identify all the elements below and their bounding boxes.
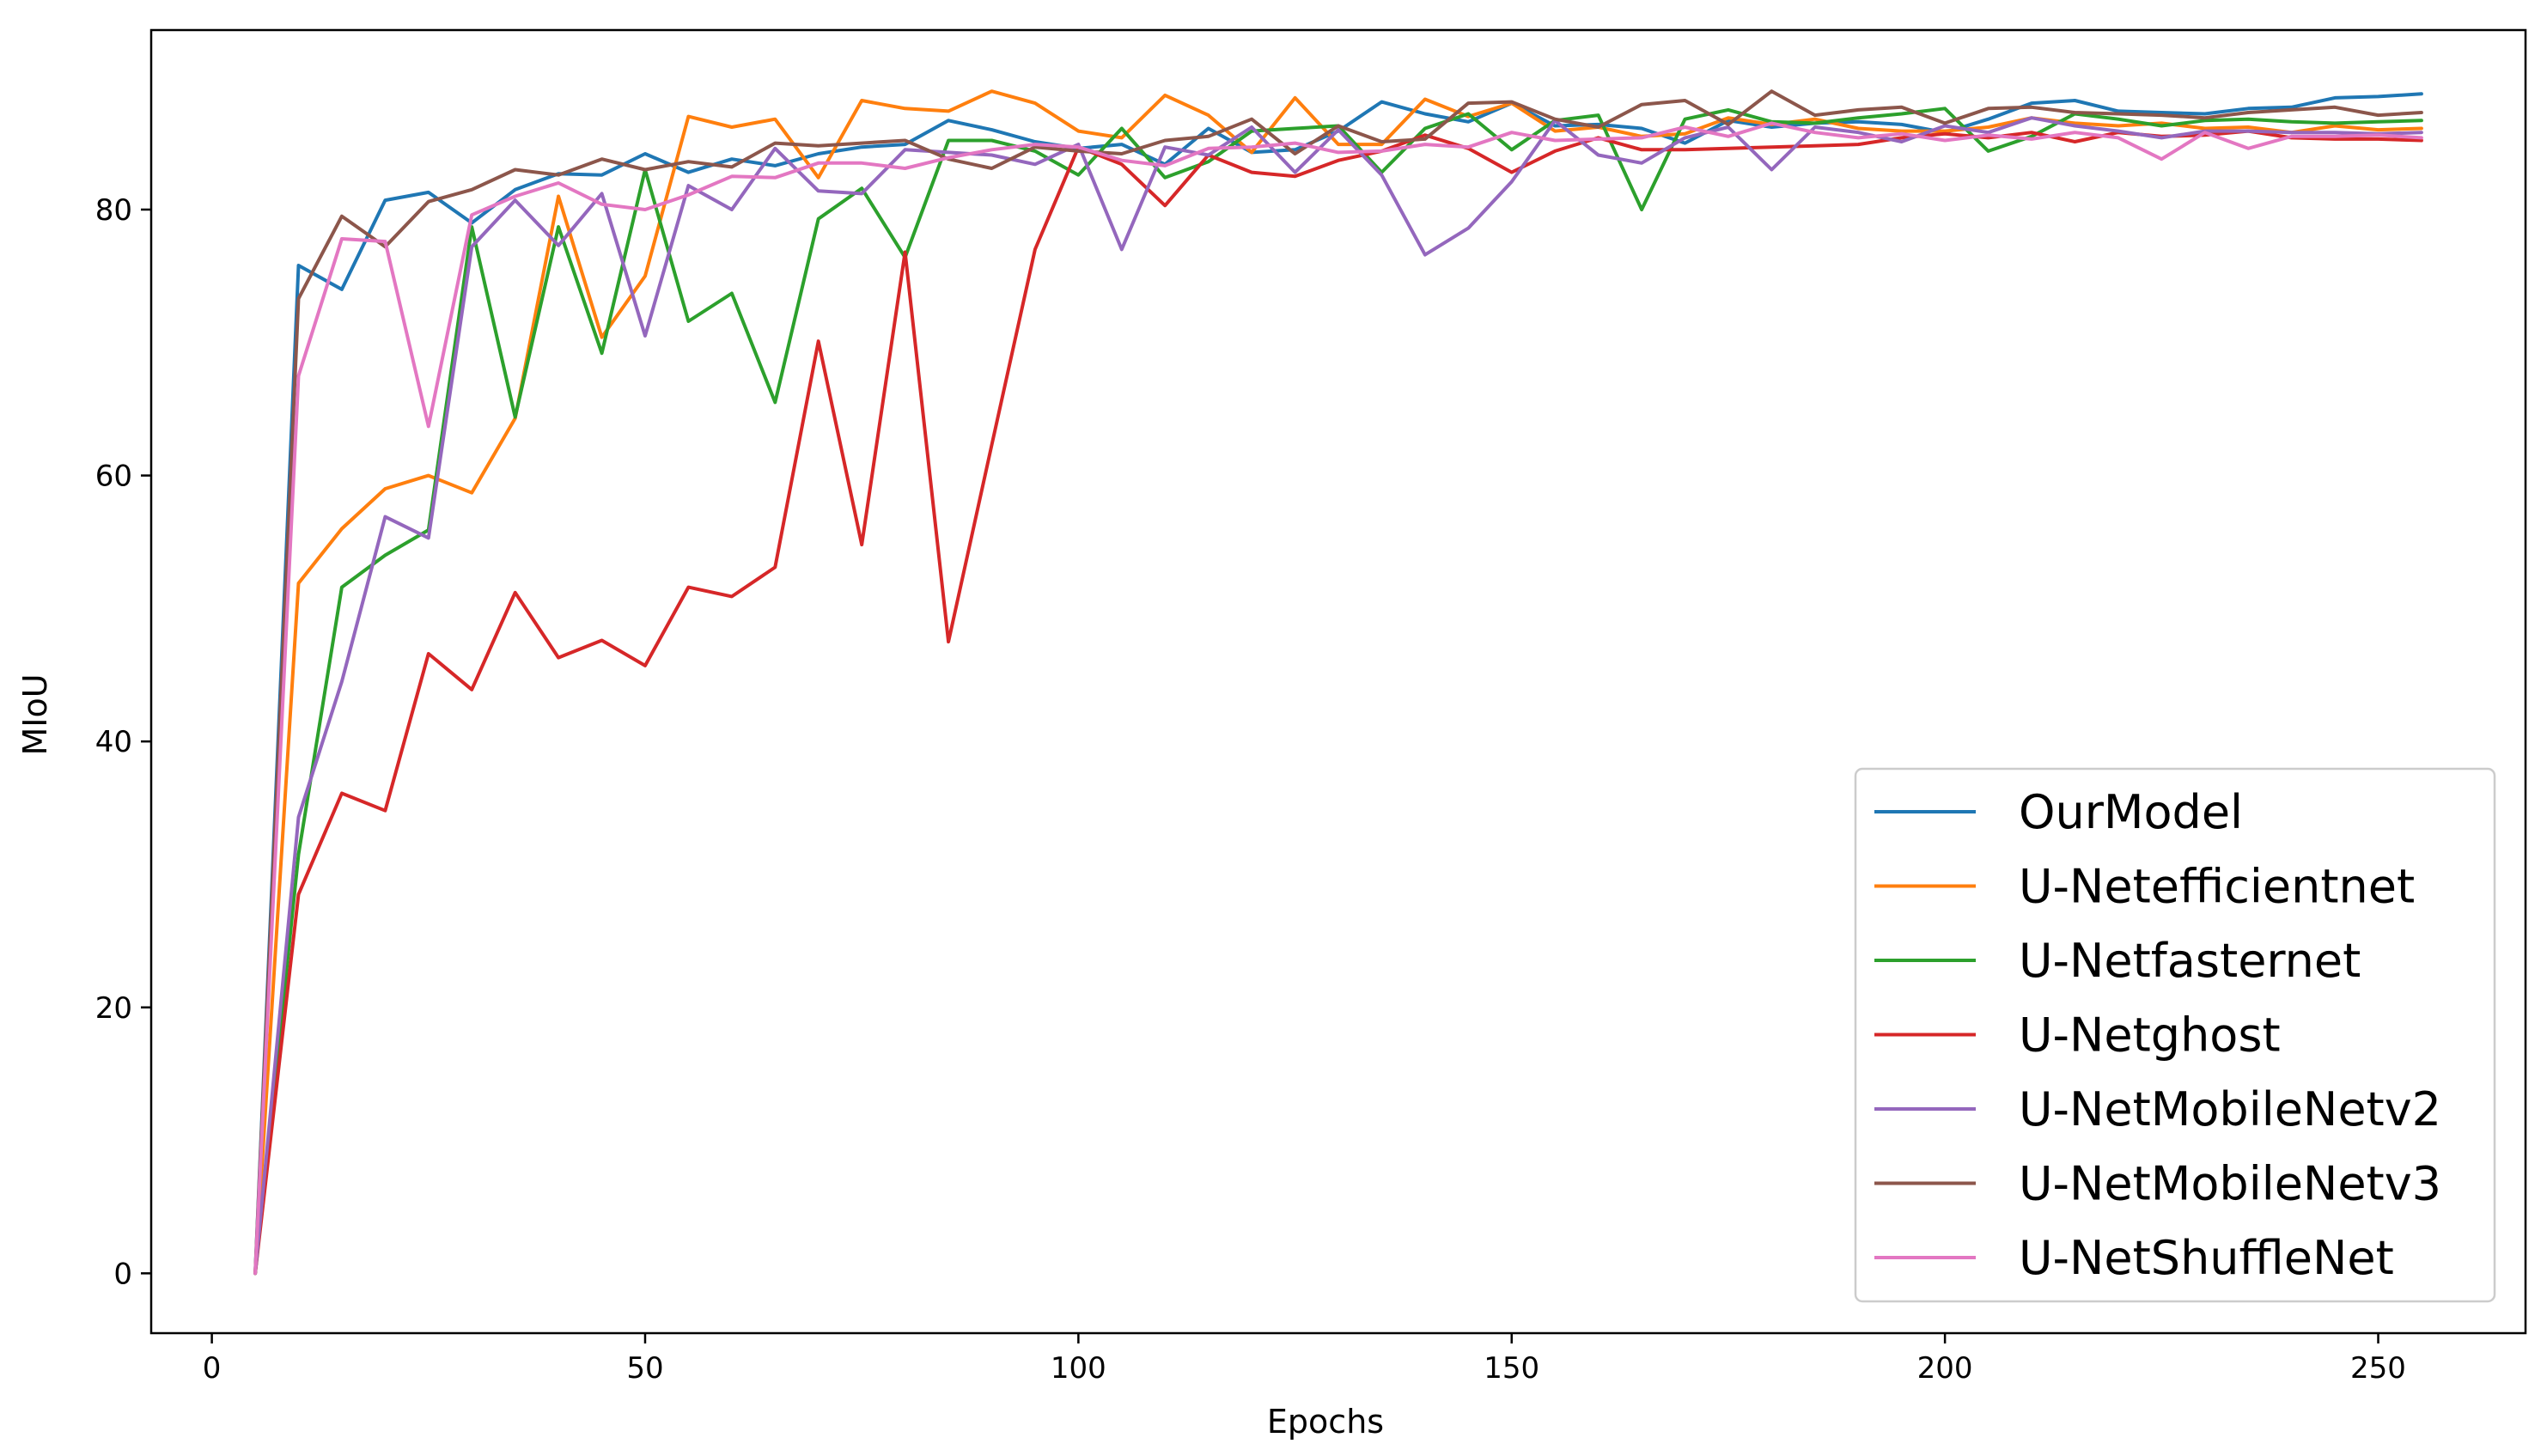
y-tick-label: 20 xyxy=(95,991,132,1026)
legend-label: U-Netfasternet xyxy=(2019,934,2361,988)
series-line-u-netshufflenet xyxy=(253,121,2423,1276)
x-tick-label: 150 xyxy=(1484,1351,1539,1386)
legend-label: U-NetMobileNetv3 xyxy=(2019,1157,2441,1211)
legend-label: U-Netefficientnet xyxy=(2019,860,2415,914)
legend-label: U-NetMobileNetv2 xyxy=(2019,1082,2441,1136)
x-tick-label: 100 xyxy=(1051,1351,1106,1386)
x-tick-label: 250 xyxy=(2350,1351,2406,1386)
series-line-u-netmobilenetv3 xyxy=(253,89,2423,1276)
y-axis-label: MIoU xyxy=(16,673,54,755)
plot-frame xyxy=(149,28,2527,1335)
x-axis: 0 50 100 150 200 250 xyxy=(203,1333,2406,1386)
y-tick-label: 40 xyxy=(95,725,132,759)
y-tick-label: 80 xyxy=(95,193,132,228)
x-tick-label: 50 xyxy=(626,1351,663,1386)
y-tick-label: 0 xyxy=(113,1257,132,1291)
legend-label: U-NetShuffleNet xyxy=(2019,1231,2394,1285)
series-line-u-netghost xyxy=(253,129,2423,1276)
series-layer xyxy=(253,89,2423,1276)
legend-label: OurModel xyxy=(2019,785,2243,839)
y-axis: 0 20 40 60 80 xyxy=(95,193,151,1291)
legend-box xyxy=(1854,767,2496,1303)
x-axis-label: Epochs xyxy=(1267,1403,1384,1441)
legend-label: U-Netghost xyxy=(2019,1008,2281,1063)
x-tick-label: 200 xyxy=(1917,1351,1973,1386)
y-tick-label: 60 xyxy=(95,460,132,494)
x-tick-label: 0 xyxy=(203,1351,222,1386)
series-line-u-netmobilenetv2 xyxy=(253,116,2423,1276)
legend: OurModel U-Netefficientnet U-Netfasternet U… xyxy=(1854,767,2496,1303)
